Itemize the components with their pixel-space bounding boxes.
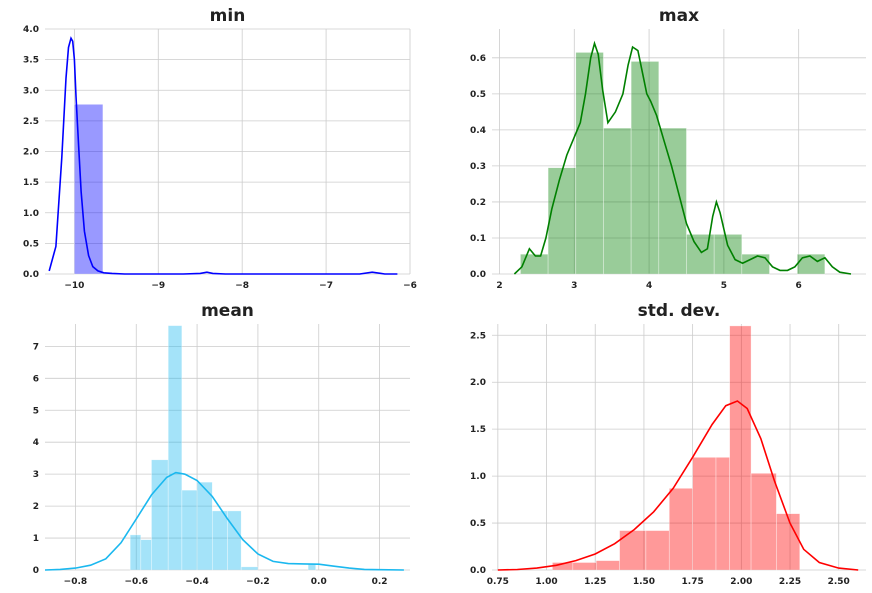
y-tick-label: 3.5 <box>23 56 39 66</box>
y-tick-label: 0.0 <box>470 270 486 280</box>
x-tick-label: −0.6 <box>125 577 148 587</box>
x-tick-label: 2.50 <box>828 577 850 587</box>
subplot-0: 0.0 0.5 1.0 1.5 2.0 2.5 3.0 3.5 4.0 −10 −9 −8 −7 −6 mi… <box>23 6 417 291</box>
y-tick-label: 5 <box>33 406 39 416</box>
x-tick-label: −7 <box>319 281 333 291</box>
x-tick-label: 5 <box>721 281 727 291</box>
kde-line <box>513 40 852 275</box>
kde-line <box>44 471 404 571</box>
histogram-bar <box>196 481 213 571</box>
x-tick-label: 2.00 <box>730 577 752 587</box>
histogram-bar <box>729 325 752 571</box>
histogram-bar <box>211 510 228 571</box>
histogram-bar <box>776 513 801 571</box>
histogram-bar <box>750 472 777 571</box>
kde-line <box>48 36 398 275</box>
subplot-title: mean <box>201 301 254 321</box>
x-tick-label: 1.75 <box>682 577 704 587</box>
x-tick-label: 1.25 <box>584 577 606 587</box>
histogram-bar <box>181 489 198 571</box>
histogram-bar <box>140 539 152 571</box>
x-tick-label: −6 <box>403 281 417 291</box>
histogram-bar <box>227 510 242 571</box>
histogram-bar <box>167 325 183 571</box>
y-tick-label: 0 <box>33 566 39 576</box>
histogram-bar <box>572 562 597 571</box>
y-tick-label: 7 <box>33 342 39 352</box>
x-tick-label: −0.4 <box>185 577 208 587</box>
subplot-2: 0 1 2 3 4 5 6 7 −0.8 −0.6 −0.4 −0.2 0.0 0.2 mean <box>33 301 410 587</box>
histogram-bar <box>603 127 632 275</box>
y-tick-label: 4.0 <box>23 25 39 35</box>
subplot-1: 0.0 0.1 0.2 0.3 0.4 0.5 0.6 2 3 4 5 6 max <box>470 6 866 291</box>
x-tick-label: 3 <box>571 281 577 291</box>
x-tick-label: −8 <box>235 281 249 291</box>
x-tick-label: 0.75 <box>487 577 509 587</box>
subplot-title: min <box>210 6 246 26</box>
histogram-bar <box>74 104 104 275</box>
y-tick-label: 6 <box>33 374 39 384</box>
histogram-bar <box>151 459 169 571</box>
x-tick-label: −10 <box>64 281 84 291</box>
y-tick-label: 0.2 <box>470 198 486 208</box>
x-tick-label: −0.2 <box>246 577 269 587</box>
y-tick-label: 1.5 <box>470 425 486 435</box>
histogram-bar <box>715 457 730 571</box>
y-tick-label: 1.0 <box>23 209 39 219</box>
y-tick-label: 0.3 <box>470 162 486 172</box>
x-tick-label: −9 <box>151 281 165 291</box>
y-tick-label: 0.4 <box>470 126 486 136</box>
histogram-bar <box>686 234 715 275</box>
y-tick-label: 0.1 <box>470 234 486 244</box>
subplot-title: std. dev. <box>638 301 721 321</box>
y-tick-label: 1 <box>33 534 39 544</box>
y-tick-label: 4 <box>33 438 39 448</box>
x-tick-label: 1.50 <box>633 577 655 587</box>
histogram-bar <box>692 457 717 571</box>
kde-line <box>497 400 859 571</box>
y-tick-label: 3 <box>33 470 39 480</box>
histogram-bar <box>595 560 620 571</box>
y-tick-label: 2.0 <box>23 148 39 158</box>
subplot-title: max <box>659 6 699 26</box>
x-tick-label: −0.8 <box>64 577 87 587</box>
x-tick-label: 6 <box>796 281 802 291</box>
y-tick-label: 0.5 <box>470 90 486 100</box>
y-tick-label: 1.0 <box>470 472 486 482</box>
y-tick-label: 0.5 <box>23 239 39 249</box>
histogram-bar <box>575 52 604 275</box>
histogram-bar <box>520 253 549 275</box>
histogram-bar <box>658 127 687 275</box>
histogram-bar <box>630 61 660 275</box>
y-tick-label: 2.0 <box>470 378 486 388</box>
histogram-bar <box>645 530 670 571</box>
histogram-bar <box>713 234 743 275</box>
histogram-bar <box>240 566 259 571</box>
x-tick-label: 1.00 <box>535 577 557 587</box>
histogram-bar <box>129 534 142 571</box>
y-tick-label: 0.0 <box>470 566 486 576</box>
x-tick-label: 2.25 <box>779 577 801 587</box>
x-tick-label: 0.0 <box>311 577 327 587</box>
y-tick-label: 3.0 <box>23 86 39 96</box>
y-tick-label: 2.5 <box>470 331 486 341</box>
x-tick-label: 4 <box>646 281 652 291</box>
x-tick-label: 0.2 <box>372 577 388 587</box>
y-tick-label: 2.5 <box>23 117 39 127</box>
y-tick-label: 0.5 <box>470 519 486 529</box>
subplot-3: 0.0 0.5 1.0 1.5 2.0 2.5 0.75 1.00 1.25 1.50 1.75 2.… <box>470 301 866 587</box>
y-tick-label: 2 <box>33 502 39 512</box>
histogram-bar <box>547 167 577 275</box>
y-tick-label: 0.0 <box>23 270 39 280</box>
y-tick-label: 0.6 <box>470 54 486 64</box>
y-tick-label: 1.5 <box>23 178 39 188</box>
x-tick-label: 2 <box>496 281 502 291</box>
histogram-bar <box>668 488 693 571</box>
